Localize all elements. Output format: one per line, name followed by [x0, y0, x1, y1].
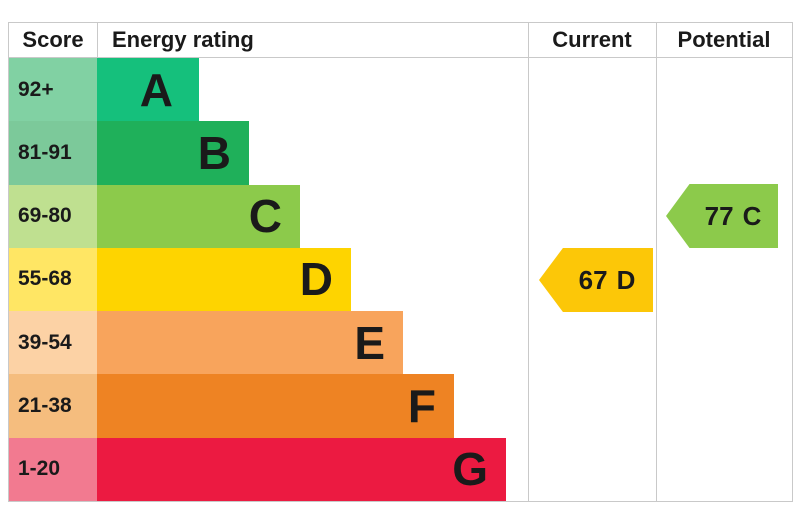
- score-range-a: 92+: [9, 58, 97, 122]
- current-rating-arrow: 67 D: [539, 248, 653, 312]
- band-row-f: 21-38 F: [9, 374, 792, 438]
- rating-letter-c: C: [248, 190, 282, 243]
- potential-rating-arrow: 77 C: [666, 184, 778, 248]
- score-range-d: 55-68: [9, 247, 97, 312]
- rating-bar-c: C: [97, 184, 300, 248]
- rating-bar-f: F: [97, 374, 454, 438]
- potential-column-divider: [656, 23, 657, 501]
- rating-table: Score Energy rating Current Potential 92…: [8, 22, 793, 502]
- current-rating-value: 67: [578, 264, 608, 295]
- score-range-e: 39-54: [9, 311, 97, 375]
- table-header: Score Energy rating Current Potential: [9, 23, 792, 58]
- potential-rating-band: C: [742, 200, 762, 231]
- rating-bar-a: A: [97, 58, 199, 122]
- band-rows: 92+ A 81-91 B 69-80 C 55-68 D: [9, 58, 792, 501]
- rating-letter-g: G: [452, 443, 488, 496]
- col-header-score: Score: [22, 27, 84, 52]
- rating-letter-b: B: [197, 126, 231, 179]
- rating-bar-b: B: [97, 121, 249, 185]
- rating-bar-e: E: [97, 311, 403, 375]
- band-row-e: 39-54 E: [9, 311, 792, 375]
- col-header-current: Current: [552, 27, 632, 52]
- score-range-b: 81-91: [9, 121, 97, 185]
- band-row-b: 81-91 B: [9, 121, 792, 185]
- score-range-c: 69-80: [9, 184, 97, 248]
- band-row-g: 1-20 G: [9, 437, 792, 501]
- band-row-a: 92+ A: [9, 58, 792, 122]
- rating-letter-f: F: [407, 380, 436, 433]
- header-divider-line: [97, 23, 98, 57]
- score-range-g: 1-20: [9, 437, 97, 501]
- rating-bar-d: D: [97, 247, 351, 312]
- potential-rating-value: 77: [704, 200, 734, 231]
- col-header-energy-rating: Energy rating: [112, 27, 254, 52]
- current-column-divider: [528, 23, 529, 501]
- score-range-f: 21-38: [9, 374, 97, 438]
- rating-letter-e: E: [354, 316, 385, 369]
- current-rating-band: D: [616, 264, 636, 295]
- rating-letter-a: A: [139, 63, 173, 116]
- rating-letter-d: D: [299, 253, 333, 306]
- rating-bar-g: G: [97, 437, 506, 501]
- col-header-potential: Potential: [677, 27, 771, 52]
- band-row-d: 55-68 D: [9, 247, 792, 312]
- band-row-c: 69-80 C: [9, 184, 792, 248]
